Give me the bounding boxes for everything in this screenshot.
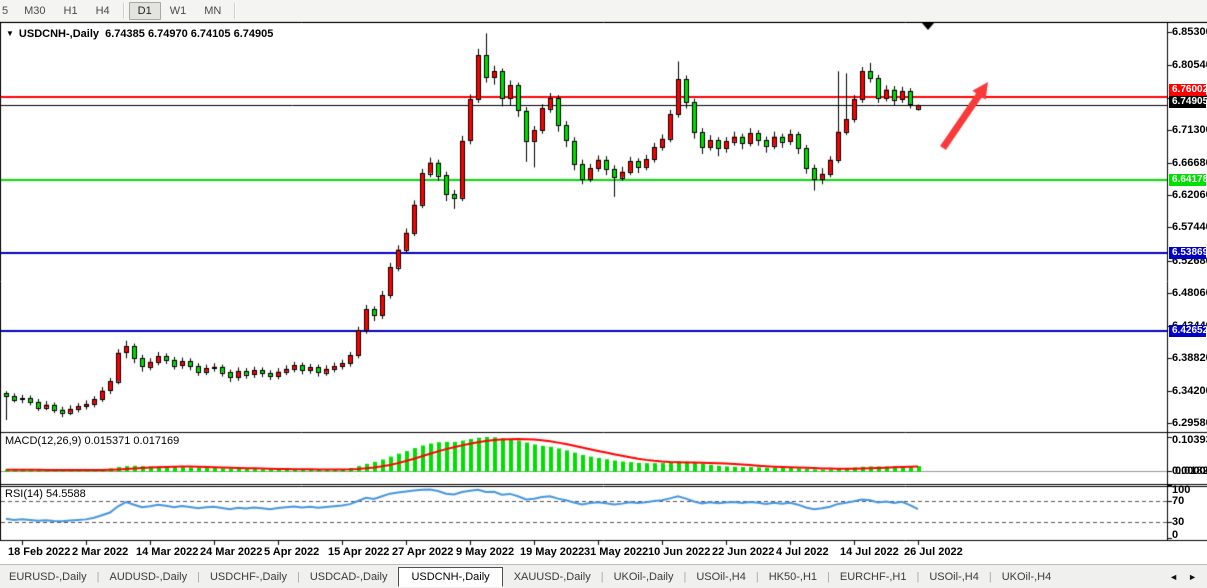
tab-scroll-right-icon[interactable]: ►: [1188, 571, 1197, 582]
price-tick-label: 6.66680: [1172, 157, 1207, 169]
tab-usdchf-daily[interactable]: USDCHF-,Daily: [209, 570, 287, 583]
date-tick-label: 14 Jul 2022: [840, 546, 899, 558]
tab-separator: |: [755, 570, 759, 583]
rsi-axis-label: 70: [1172, 495, 1185, 507]
tab-ukoil-h4[interactable]: UKOil-,H4: [1001, 570, 1052, 583]
symbol-tab-bar: EURUSD-,Daily | AUDUSD-,Daily | USDCHF-,Dail…: [0, 564, 1207, 588]
price-level-badge: 6.76002: [1169, 83, 1207, 96]
macd-indicator-label: MACD(12,26,9) 0.015371 0.017169: [5, 435, 180, 447]
time-axis[interactable]: 18 Feb 2022 2 Mar 2022 14 Mar 2022 24 Mar 2…: [0, 541, 1168, 564]
chart-title: ▼ USDCNH-,Daily 6.74385 6.74970 6.74105 6…: [6, 28, 273, 40]
timeframe-button-m30[interactable]: M30: [24, 4, 46, 17]
date-tick-label: 4 Jul 2022: [776, 546, 829, 558]
timeframe-button-5[interactable]: 5: [2, 4, 9, 17]
date-tick-label: 19 May 2022: [520, 546, 585, 558]
chart-canvas[interactable]: [0, 22, 1207, 564]
timeframe-button-mn[interactable]: MN: [204, 4, 222, 17]
timeframe-button-w1[interactable]: W1: [169, 4, 187, 17]
date-tick-label: 24 Mar 2022: [200, 546, 263, 558]
tab-eurchf-h1[interactable]: EURCHF-,H1: [839, 570, 907, 583]
macd-axis-label: 0.103934: [1172, 434, 1207, 446]
tab-usdcad-daily[interactable]: USDCAD-,Daily: [309, 570, 388, 583]
date-tick-label: 18 Feb 2022: [8, 546, 71, 558]
price-level-badge: 6.64178: [1169, 174, 1207, 186]
tab-xauusd-daily[interactable]: XAUUSD-,Daily: [513, 570, 591, 583]
tab-separator: |: [296, 570, 300, 583]
tab-usoil-h4[interactable]: USOil-,H4: [696, 570, 746, 583]
timeframe-button-h4[interactable]: H4: [95, 4, 110, 17]
toolbar-separator: [122, 2, 125, 19]
tab-separator: |: [683, 570, 687, 583]
rsi-axis-label: 0: [1172, 529, 1179, 541]
price-tick-label: 6.34200: [1172, 385, 1207, 397]
date-tick-label: 5 Apr 2022: [264, 546, 320, 558]
timeframe-button-h1[interactable]: H1: [63, 4, 78, 17]
price-tick-label: 6.38820: [1172, 352, 1207, 364]
price-tick-label: 6.85300: [1172, 26, 1207, 38]
timeframe-toolbar: 5 M30 H1 H4 D1 W1 MN: [0, 0, 1207, 22]
tab-separator: |: [916, 570, 920, 583]
price-tick-label: 6.57440: [1172, 221, 1207, 233]
tab-separator: |: [988, 570, 992, 583]
date-tick-label: 10 Jun 2022: [648, 546, 711, 558]
tab-separator: |: [197, 570, 200, 583]
date-tick-label: 26 Jul 2022: [904, 546, 963, 558]
price-tick-label: 6.62060: [1172, 189, 1207, 201]
macd-axis-label: 0.018297: [1175, 465, 1207, 477]
rsi-axis-label: 100: [1172, 484, 1191, 496]
rsi-indicator-label: RSI(14) 54.5588: [5, 488, 86, 500]
price-tick-label: 6.80540: [1172, 59, 1207, 71]
chart-ohlc-values: 6.74385 6.74970 6.74105 6.74905: [105, 28, 274, 40]
timeframe-button-d1[interactable]: D1: [128, 1, 161, 20]
date-tick-label: 9 May 2022: [456, 546, 515, 558]
tab-separator: |: [96, 570, 100, 583]
price-tick-label: 6.29580: [1172, 417, 1207, 429]
price-tick-label: 6.48060: [1172, 287, 1207, 299]
ohlc-toggle-icon[interactable]: ▼: [6, 29, 14, 38]
date-tick-label: 14 Mar 2022: [136, 546, 199, 558]
tab-scroll-left-icon[interactable]: ◄: [1169, 571, 1179, 582]
date-tick-label: 22 Jun 2022: [712, 546, 775, 558]
tab-scroll-controls: ◄ ►: [1169, 572, 1207, 582]
price-tick-label: 6.71300: [1172, 124, 1207, 136]
date-tick-label: 27 Apr 2022: [392, 546, 454, 558]
tab-usoil-h4[interactable]: USOil-,H4: [929, 570, 979, 583]
rsi-axis-label: 30: [1172, 516, 1185, 528]
date-tick-label: 2 Mar 2022: [72, 546, 129, 558]
price-level-badge: 6.42652: [1169, 325, 1207, 337]
price-axis[interactable]: 6.853006.805406.759206.713006.666806.620…: [1168, 22, 1207, 541]
tab-hk50-h1[interactable]: HK50-,H1: [768, 570, 817, 583]
chart-symbol-label: USDCNH-,Daily: [18, 28, 99, 40]
date-tick-label: 31 May 2022: [584, 546, 649, 558]
tab-separator: |: [827, 570, 830, 583]
tab-audusd-daily[interactable]: AUDUSD-,Daily: [109, 570, 188, 583]
tab-ukoil-daily[interactable]: UKOil-,Daily: [613, 570, 674, 583]
date-tick-label: 15 Apr 2022: [328, 546, 390, 558]
price-level-badge: 6.74905: [1169, 95, 1207, 108]
tab-separator: |: [600, 570, 604, 583]
toolbar-separator: [234, 2, 237, 19]
tab-eurusd-daily[interactable]: EURUSD-,Daily: [9, 570, 87, 583]
chart-window: ▼ USDCNH-,Daily 6.74385 6.74970 6.74105 6…: [0, 22, 1207, 564]
price-level-badge: 6.53869: [1169, 247, 1207, 259]
tab-usdcnh-daily[interactable]: USDCNH-,Daily: [398, 566, 503, 587]
